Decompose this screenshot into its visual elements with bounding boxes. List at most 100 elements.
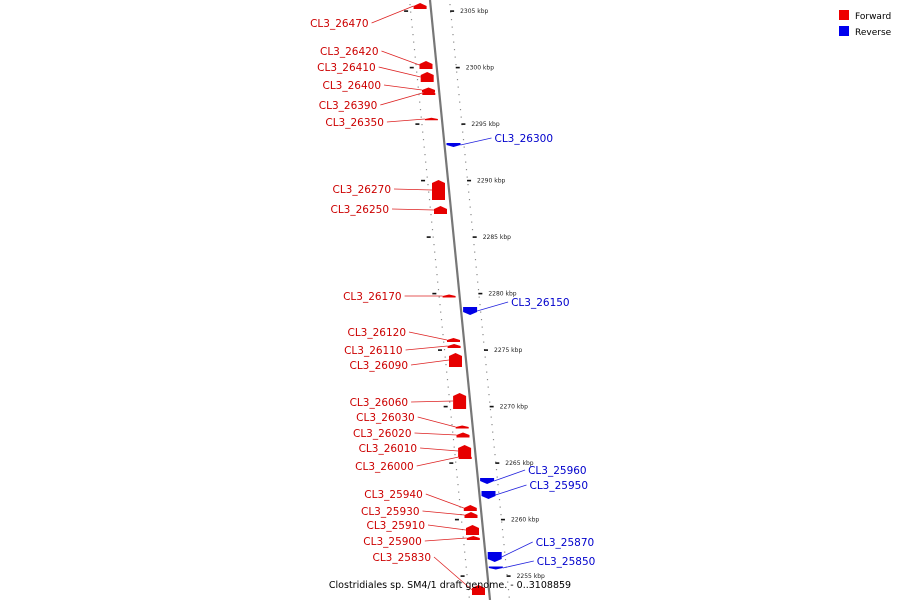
track-dot-left [427,184,429,186]
gene-label[interactable]: CL3_25900 [363,536,422,548]
genome-caption: Clostridiales sp. SM4/1 draft genome. - … [329,580,571,591]
gene-label[interactable]: CL3_26300 [495,133,554,145]
gene-forward-shape[interactable] [422,91,436,95]
track-dot-right [504,551,506,553]
gene-label[interactable]: CL3_26420 [320,46,379,58]
gene-forward-shape[interactable] [442,294,456,298]
gene-label[interactable]: CL3_25950 [530,480,589,492]
track-dot-right [449,4,451,6]
track-dot-right [476,274,478,276]
track-dot-left [416,71,418,73]
track-dot-left [459,506,461,508]
gene-forward-shape[interactable] [472,585,485,595]
scale-tick [467,179,472,182]
track-dot-right [495,461,497,463]
track-dot-right [477,281,479,283]
scale-tick [450,10,455,12]
gene-forward-shape[interactable] [456,432,470,438]
gene-label[interactable]: CL3_26350 [325,117,384,129]
scale-tick-label: 2270 kbp [500,404,528,411]
track-dot-left [428,199,431,201]
gene-label[interactable]: CL3_26120 [347,327,406,339]
gene-forward-shape[interactable] [449,353,462,367]
gene-forward-shape[interactable] [447,338,460,342]
gene-label[interactable]: CL3_26250 [330,204,389,216]
track-dot-right [493,446,495,448]
gene-label[interactable]: CL3_25830 [372,552,431,564]
gene-label-leader [414,432,457,436]
gene-forward-shape[interactable] [464,512,478,518]
gene-label[interactable]: CL3_26150 [511,297,570,309]
gene-reverse-shape[interactable] [463,307,478,315]
gene-label[interactable]: CL3_25940 [364,489,423,501]
scale-tick-label: 2300 kbp [466,65,494,72]
scale-tick-label: 2305 kbp [460,8,488,15]
gene-reverse-shape[interactable] [481,491,496,499]
gene-reverse-shape[interactable] [480,478,495,484]
track-dot-right [469,206,471,208]
gene-reverse-shape[interactable] [488,566,503,570]
gene-label[interactable]: CL3_26060 [350,397,409,409]
scale-tick-minor [426,236,431,238]
gene-label-leader [386,118,425,123]
track-dot-left [452,439,455,441]
track-dot-right [491,424,493,426]
gene-reverse-shape[interactable] [487,552,502,562]
track-dot-right [486,379,489,381]
gene-label[interactable]: CL3_26390 [319,100,378,112]
gene-label[interactable]: CL3_25910 [366,520,425,532]
scale-tick-label: 2260 kbp [511,517,539,524]
track-dot-left [462,536,464,538]
gene-label[interactable]: CL3_26110 [344,345,403,357]
gene-label-leader [410,359,450,366]
gene-forward-shape[interactable] [419,61,433,69]
gene-forward-shape[interactable] [463,505,477,511]
gene-label[interactable]: CL3_26470 [310,18,369,30]
track-dot-right [459,101,461,103]
gene-forward-shape[interactable] [455,425,469,429]
track-dot-right [489,409,492,411]
gene-forward-shape[interactable] [458,455,472,459]
gene-forward-shape[interactable] [420,72,434,82]
gene-label-leader [380,92,423,106]
gene-forward-shape[interactable] [458,445,472,457]
gene-forward-shape[interactable] [432,180,445,200]
track-dot-left [421,124,423,126]
gene-label[interactable]: CL3_25930 [361,506,420,518]
scale-tick-minor [421,179,426,182]
gene-label[interactable]: CL3_26030 [356,412,415,424]
gene-forward-shape[interactable] [422,87,435,93]
gene-forward-shape[interactable] [434,206,447,214]
gene-label[interactable]: CL3_26010 [359,443,418,455]
gene-forward-shape[interactable] [424,117,438,121]
track-dot-right [507,589,510,591]
track-dot-left [449,409,452,411]
track-dot-right [450,19,453,21]
gene-label[interactable]: CL3_25850 [537,556,596,568]
gene-forward-shape[interactable] [453,393,467,409]
track-dot-left [436,274,438,276]
track-dot-right [468,199,471,201]
gene-forward-shape[interactable] [466,525,479,535]
gene-label[interactable]: CL3_25960 [528,465,587,477]
scale-tick [500,518,505,521]
gene-forward-shape[interactable] [447,344,461,348]
track-dot-left [422,139,425,141]
gene-forward-shape[interactable] [466,536,480,540]
track-dot-left [429,206,431,208]
track-dot-left [453,446,455,448]
gene-label[interactable]: CL3_26090 [349,360,408,372]
track-dot-right [480,319,483,321]
gene-forward-shape[interactable] [413,3,427,9]
gene-label[interactable]: CL3_26000 [355,461,414,473]
gene-reverse-shape[interactable] [446,143,461,147]
scale-tick [472,236,477,238]
gene-label[interactable]: CL3_26170 [343,291,402,303]
track-dot-right [495,469,498,471]
gene-label[interactable]: CL3_26270 [332,184,391,196]
track-dot-left [435,266,437,268]
gene-label[interactable]: CL3_25870 [536,537,595,549]
gene-label[interactable]: CL3_26400 [322,80,381,92]
gene-label[interactable]: CL3_26020 [353,428,412,440]
gene-label[interactable]: CL3_26410 [317,62,376,74]
